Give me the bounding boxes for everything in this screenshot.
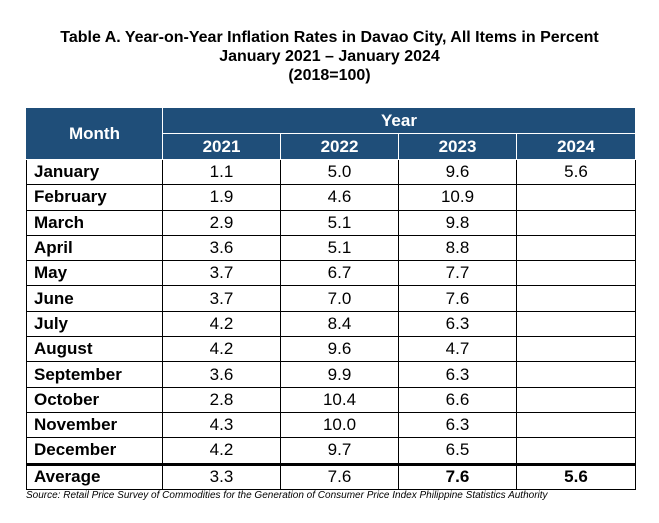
year-header-2023: 2023 [398, 133, 517, 160]
value-cell-2021: 1.9 [162, 184, 281, 211]
title-line-2: January 2021 – January 2024 [219, 48, 440, 65]
value-cell-2023: 7.7 [398, 260, 517, 287]
source-note: Source: Retail Price Survey of Commoditi… [26, 490, 548, 501]
value-cell-2024 [516, 209, 636, 236]
year-header-2021: 2021 [162, 133, 281, 160]
title-line-3: (2018=100) [288, 67, 371, 84]
value-cell-2021: 4.2 [162, 336, 281, 363]
value-cell-2021: 3.6 [162, 234, 281, 262]
average-cell-2021: 3.3 [162, 462, 281, 490]
value-cell-2021: 4.3 [162, 411, 281, 439]
value-cell-2024 [516, 386, 636, 413]
value-cell-2022: 5.1 [280, 234, 399, 262]
value-cell-2021: 1.1 [162, 158, 281, 186]
value-cell-2023: 9.8 [398, 209, 517, 236]
table-row: June 3.7 7.0 7.6 [26, 285, 636, 312]
table-row: August 4.2 9.6 4.7 [26, 336, 636, 363]
value-cell-2022: 9.9 [280, 361, 399, 388]
table-row: February 1.9 4.6 10.9 [26, 184, 636, 211]
value-cell-2024 [516, 336, 636, 363]
inflation-table: Month Year 2021 2022 2023 2024 January 1.… [26, 107, 636, 490]
value-cell-2024 [516, 260, 636, 287]
value-cell-2022: 4.6 [280, 184, 399, 211]
value-cell-2024 [516, 310, 636, 338]
table-row: December 4.2 9.7 6.5 [26, 437, 636, 465]
value-cell-2023: 8.8 [398, 234, 517, 262]
year-header-2022: 2022 [280, 133, 399, 160]
value-cell-2023: 10.9 [398, 184, 517, 211]
value-cell-2021: 4.2 [162, 310, 281, 338]
table-body: January 1.1 5.0 9.6 5.6 February 1.9 4.6 10.9 Mar… [26, 158, 636, 465]
month-cell: December [26, 437, 163, 465]
value-cell-2023: 6.3 [398, 411, 517, 439]
value-cell-2022: 10.0 [280, 411, 399, 439]
month-cell: July [26, 310, 163, 338]
table-row: October 2.8 10.4 6.6 [26, 386, 636, 413]
value-cell-2024 [516, 184, 636, 211]
month-cell: August [26, 336, 163, 363]
month-cell: June [26, 285, 163, 312]
table-row: November 4.3 10.0 6.3 [26, 411, 636, 439]
year-header-2024: 2024 [516, 133, 636, 160]
value-cell-2023: 9.6 [398, 158, 517, 186]
value-cell-2024 [516, 411, 636, 439]
value-cell-2022: 10.4 [280, 386, 399, 413]
value-cell-2021: 2.8 [162, 386, 281, 413]
value-cell-2023: 7.6 [398, 285, 517, 312]
value-cell-2021: 3.7 [162, 285, 281, 312]
table-row: January 1.1 5.0 9.6 5.6 [26, 158, 636, 186]
value-cell-2023: 6.5 [398, 437, 517, 465]
table-row: July 4.2 8.4 6.3 [26, 310, 636, 338]
value-cell-2022: 6.7 [280, 260, 399, 287]
table-row: May 3.7 6.7 7.7 [26, 260, 636, 287]
value-cell-2022: 9.7 [280, 437, 399, 465]
value-cell-2024 [516, 437, 636, 465]
month-cell: May [26, 260, 163, 287]
value-cell-2022: 5.0 [280, 158, 399, 186]
value-cell-2021: 3.6 [162, 361, 281, 388]
value-cell-2021: 2.9 [162, 209, 281, 236]
value-cell-2023: 4.7 [398, 336, 517, 363]
value-cell-2022: 8.4 [280, 310, 399, 338]
value-cell-2023: 6.6 [398, 386, 517, 413]
average-cell-2022: 7.6 [280, 462, 399, 490]
month-cell: February [26, 184, 163, 211]
table-row: March 2.9 5.1 9.8 [26, 209, 636, 236]
table-title: Table A. Year-on-Year Inflation Rates in… [0, 28, 659, 85]
value-cell-2023: 6.3 [398, 310, 517, 338]
month-cell: September [26, 361, 163, 388]
value-cell-2024 [516, 285, 636, 312]
value-cell-2022: 7.0 [280, 285, 399, 312]
value-cell-2024 [516, 361, 636, 388]
month-cell: November [26, 411, 163, 439]
average-label: Average [26, 462, 163, 490]
value-cell-2022: 9.6 [280, 336, 399, 363]
value-cell-2021: 3.7 [162, 260, 281, 287]
title-line-1: Table A. Year-on-Year Inflation Rates in… [60, 29, 599, 46]
month-column-header: Month [26, 107, 163, 160]
average-row: Average 3.3 7.6 7.6 5.6 [26, 462, 636, 490]
month-cell: January [26, 158, 163, 186]
value-cell-2024: 5.6 [516, 158, 636, 186]
average-cell-2024: 5.6 [516, 462, 636, 490]
table-row: September 3.6 9.9 6.3 [26, 361, 636, 388]
value-cell-2022: 5.1 [280, 209, 399, 236]
value-cell-2023: 6.3 [398, 361, 517, 388]
value-cell-2021: 4.2 [162, 437, 281, 465]
value-cell-2024 [516, 234, 636, 262]
month-cell: March [26, 209, 163, 236]
year-group-header: Year [162, 107, 636, 134]
month-cell: October [26, 386, 163, 413]
month-cell: April [26, 234, 163, 262]
average-cell-2023: 7.6 [398, 462, 517, 490]
table-row: April 3.6 5.1 8.8 [26, 234, 636, 262]
